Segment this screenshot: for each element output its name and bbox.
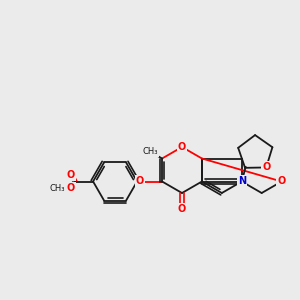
Text: N: N: [238, 176, 246, 187]
Text: CH₃: CH₃: [49, 184, 65, 193]
Text: CH₃: CH₃: [142, 147, 158, 156]
Text: O: O: [136, 176, 144, 187]
Text: O: O: [278, 176, 286, 187]
Text: O: O: [67, 169, 75, 180]
Text: O: O: [178, 204, 186, 214]
Text: O: O: [67, 183, 75, 194]
Text: O: O: [262, 163, 270, 172]
Text: O: O: [178, 142, 186, 152]
